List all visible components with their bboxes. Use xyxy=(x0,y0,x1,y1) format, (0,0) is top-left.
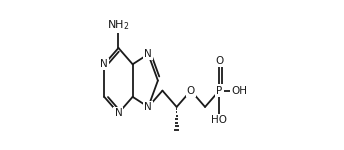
Text: OH: OH xyxy=(232,86,248,96)
Text: N: N xyxy=(115,108,122,118)
Text: HO: HO xyxy=(211,115,227,125)
Text: N: N xyxy=(144,102,152,112)
Text: NH$_2$: NH$_2$ xyxy=(107,18,130,32)
Text: N: N xyxy=(144,49,152,59)
Text: P: P xyxy=(216,86,222,96)
Text: O: O xyxy=(187,86,195,96)
Text: N: N xyxy=(100,59,108,69)
Text: O: O xyxy=(215,56,223,66)
